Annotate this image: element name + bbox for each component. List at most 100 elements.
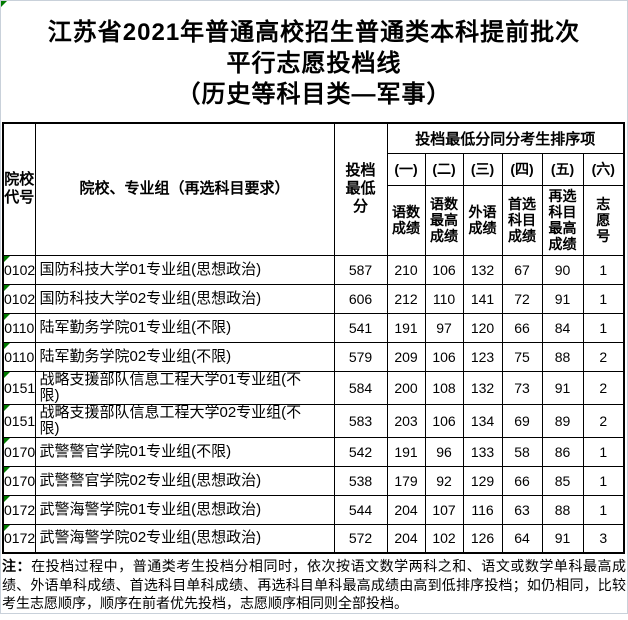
college-code-cell[interactable]: 0151 [2,370,36,405]
college-code-cell[interactable]: 0151 [2,403,36,438]
score-2-cell[interactable]: 92 [424,465,464,496]
header-college-group[interactable]: 院校、专业组（再选科目要求） [34,122,335,256]
min-score-cell[interactable]: 584 [333,370,388,405]
score-5-cell[interactable]: 86 [541,436,584,467]
score-1-cell[interactable]: 210 [386,254,426,285]
score-2-cell[interactable]: 107 [424,494,464,525]
score-2-cell[interactable]: 97 [424,312,464,343]
score-1-cell[interactable]: 204 [386,494,426,525]
college-code-cell[interactable]: 0102 [2,254,36,285]
college-group-cell[interactable]: 武警警官学院01专业组(不限) [34,436,335,467]
score-4-cell[interactable]: 66 [501,312,543,343]
college-code-cell[interactable]: 0110 [2,312,36,343]
min-score-cell[interactable]: 544 [333,494,388,525]
score-2-cell[interactable]: 106 [424,341,464,372]
header-rank-6[interactable]: (六) [582,152,625,186]
score-6-cell[interactable]: 1 [582,494,625,525]
header-rank-2[interactable]: (二) [424,152,464,186]
score-5-cell[interactable]: 90 [541,254,584,285]
header-rank-5-label[interactable]: 再选 科目 最高 成绩 [541,184,584,256]
header-rank-1-label[interactable]: 语数 成绩 [386,184,426,256]
header-tiebreak-group[interactable]: 投档最低分同分考生排序项 [386,122,625,154]
score-3-cell[interactable]: 116 [462,494,503,525]
score-5-cell[interactable]: 84 [541,312,584,343]
score-5-cell[interactable]: 88 [541,494,584,525]
min-score-cell[interactable]: 572 [333,523,388,554]
score-1-cell[interactable]: 200 [386,370,426,405]
score-1-cell[interactable]: 179 [386,465,426,496]
college-group-cell[interactable]: 武警警官学院02专业组(思想政治) [34,465,335,496]
score-6-cell[interactable]: 1 [582,312,625,343]
score-6-cell[interactable]: 1 [582,436,625,467]
score-3-cell[interactable]: 120 [462,312,503,343]
header-rank-1[interactable]: (一) [386,152,426,186]
score-4-cell[interactable]: 58 [501,436,543,467]
header-rank-6-label[interactable]: 志 愿 号 [582,184,625,256]
score-3-cell[interactable]: 123 [462,341,503,372]
score-3-cell[interactable]: 132 [462,254,503,285]
score-5-cell[interactable]: 88 [541,341,584,372]
header-rank-2-label[interactable]: 语数 最高 成绩 [424,184,464,256]
score-5-cell[interactable]: 91 [541,283,584,314]
score-1-cell[interactable]: 204 [386,523,426,554]
score-6-cell[interactable]: 1 [582,465,625,496]
score-3-cell[interactable]: 126 [462,523,503,554]
header-rank-3[interactable]: (三) [462,152,503,186]
score-2-cell[interactable]: 108 [424,370,464,405]
college-group-cell[interactable]: 陆军勤务学院02专业组(不限) [34,341,335,372]
college-group-cell[interactable]: 国防科技大学02专业组(思想政治) [34,283,335,314]
score-2-cell[interactable]: 110 [424,283,464,314]
score-4-cell[interactable]: 67 [501,254,543,285]
college-group-cell[interactable]: 战略支援部队信息工程大学02专业组(不 限) [34,403,335,438]
min-score-cell[interactable]: 541 [333,312,388,343]
header-college-code[interactable]: 院校 代号 [2,122,36,256]
college-group-cell[interactable]: 武警海警学院02专业组(思想政治) [34,523,335,554]
score-6-cell[interactable]: 2 [582,341,625,372]
score-4-cell[interactable]: 63 [501,494,543,525]
score-4-cell[interactable]: 72 [501,283,543,314]
score-3-cell[interactable]: 141 [462,283,503,314]
min-score-cell[interactable]: 587 [333,254,388,285]
score-2-cell[interactable]: 106 [424,403,464,438]
header-rank-5[interactable]: (五) [541,152,584,186]
college-code-cell[interactable]: 0102 [2,283,36,314]
college-code-cell[interactable]: 0172 [2,494,36,525]
score-1-cell[interactable]: 209 [386,341,426,372]
min-score-cell[interactable]: 579 [333,341,388,372]
score-2-cell[interactable]: 102 [424,523,464,554]
header-rank-4-label[interactable]: 首选 科目 成绩 [501,184,543,256]
college-code-cell[interactable]: 0170 [2,436,36,467]
college-group-cell[interactable]: 战略支援部队信息工程大学01专业组(不 限) [34,370,335,405]
score-4-cell[interactable]: 64 [501,523,543,554]
score-3-cell[interactable]: 129 [462,465,503,496]
min-score-cell[interactable]: 538 [333,465,388,496]
score-2-cell[interactable]: 106 [424,254,464,285]
min-score-cell[interactable]: 606 [333,283,388,314]
score-1-cell[interactable]: 203 [386,403,426,438]
header-min-score[interactable]: 投档 最低 分 [333,122,388,256]
college-group-cell[interactable]: 国防科技大学01专业组(思想政治) [34,254,335,285]
score-2-cell[interactable]: 96 [424,436,464,467]
score-4-cell[interactable]: 66 [501,465,543,496]
score-5-cell[interactable]: 91 [541,370,584,405]
score-4-cell[interactable]: 69 [501,403,543,438]
score-3-cell[interactable]: 134 [462,403,503,438]
score-1-cell[interactable]: 212 [386,283,426,314]
college-code-cell[interactable]: 0110 [2,341,36,372]
score-5-cell[interactable]: 85 [541,465,584,496]
college-group-cell[interactable]: 陆军勤务学院01专业组(不限) [34,312,335,343]
score-6-cell[interactable]: 2 [582,403,625,438]
score-6-cell[interactable]: 3 [582,523,625,554]
score-1-cell[interactable]: 191 [386,436,426,467]
min-score-cell[interactable]: 542 [333,436,388,467]
score-6-cell[interactable]: 1 [582,254,625,285]
college-code-cell[interactable]: 0170 [2,465,36,496]
score-4-cell[interactable]: 73 [501,370,543,405]
score-6-cell[interactable]: 1 [582,283,625,314]
score-1-cell[interactable]: 191 [386,312,426,343]
min-score-cell[interactable]: 583 [333,403,388,438]
score-6-cell[interactable]: 2 [582,370,625,405]
college-code-cell[interactable]: 0172 [2,523,36,554]
header-rank-3-label[interactable]: 外语 成绩 [462,184,503,256]
score-5-cell[interactable]: 91 [541,523,584,554]
